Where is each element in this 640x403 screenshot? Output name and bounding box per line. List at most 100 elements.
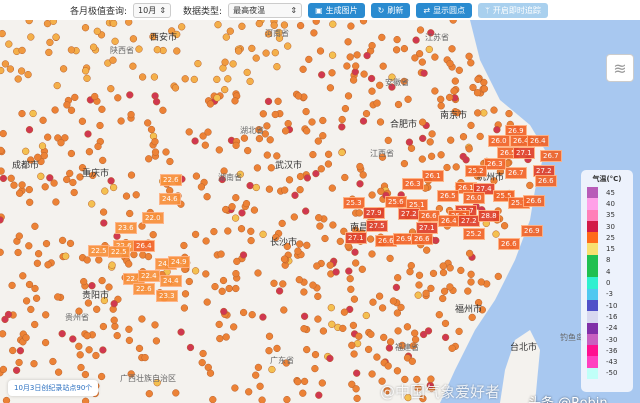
station-dot[interactable]: [46, 38, 54, 47]
station-dot[interactable]: [383, 387, 391, 395]
station-dot[interactable]: [33, 259, 42, 267]
station-dot[interactable]: [315, 391, 323, 399]
station-dot[interactable]: [254, 363, 263, 372]
station-dot[interactable]: [356, 162, 364, 171]
station-dot[interactable]: [299, 65, 307, 73]
station-dot[interactable]: [132, 191, 140, 199]
station-dot[interactable]: [191, 267, 200, 275]
station-dot[interactable]: [217, 250, 225, 258]
station-dot[interactable]: [0, 330, 7, 338]
station-dot[interactable]: [95, 256, 103, 264]
station-dot[interactable]: [418, 58, 426, 66]
station-dot[interactable]: [500, 222, 509, 230]
station-dot[interactable]: [15, 189, 24, 197]
station-dot[interactable]: [231, 97, 239, 105]
station-dot[interactable]: [526, 181, 534, 190]
station-dot[interactable]: [300, 377, 309, 386]
record-label[interactable]: 27.1: [345, 232, 367, 244]
station-dot[interactable]: [415, 50, 424, 58]
station-dot[interactable]: [12, 366, 21, 374]
station-dot[interactable]: [41, 183, 49, 191]
station-dot[interactable]: [252, 183, 260, 192]
station-dot[interactable]: [185, 277, 193, 286]
station-dot[interactable]: [151, 148, 160, 156]
station-dot[interactable]: [210, 227, 218, 236]
station-dot[interactable]: [440, 287, 449, 295]
station-dot[interactable]: [51, 106, 59, 114]
station-dot[interactable]: [462, 156, 470, 164]
station-dot[interactable]: [125, 20, 133, 26]
station-dot[interactable]: [405, 138, 414, 146]
station-dot[interactable]: [393, 309, 402, 317]
station-dot[interactable]: [368, 250, 376, 258]
station-dot[interactable]: [25, 242, 33, 250]
station-dot[interactable]: [69, 335, 77, 343]
record-label[interactable]: 22.4: [138, 270, 160, 282]
station-dot[interactable]: [272, 233, 280, 242]
station-dot[interactable]: [70, 188, 78, 197]
station-dot[interactable]: [478, 306, 486, 314]
station-dot[interactable]: [266, 136, 274, 144]
station-dot[interactable]: [81, 67, 90, 75]
station-dot[interactable]: [192, 172, 201, 180]
station-dot[interactable]: [264, 97, 273, 106]
refresh-button[interactable]: ↻ 刷新: [370, 2, 411, 18]
station-dot[interactable]: [480, 109, 488, 117]
station-dot[interactable]: [97, 372, 106, 381]
station-dot[interactable]: [294, 92, 303, 100]
station-dot[interactable]: [130, 250, 138, 259]
record-label[interactable]: 26.9: [393, 233, 415, 245]
station-dot[interactable]: [240, 134, 249, 142]
station-dot[interactable]: [259, 110, 267, 118]
station-dot[interactable]: [321, 234, 329, 243]
station-dot[interactable]: [221, 85, 229, 94]
station-dot[interactable]: [423, 246, 431, 254]
station-dot[interactable]: [202, 237, 210, 245]
station-dot[interactable]: [412, 36, 420, 44]
station-dot[interactable]: [368, 87, 376, 95]
station-dot[interactable]: [88, 282, 96, 290]
station-dot[interactable]: [389, 297, 398, 305]
station-dot[interactable]: [351, 248, 359, 256]
station-dot[interactable]: [22, 334, 30, 342]
station-dot[interactable]: [464, 287, 472, 295]
station-dot[interactable]: [328, 184, 336, 192]
station-dot[interactable]: [232, 269, 240, 278]
record-label[interactable]: 22.6: [160, 174, 182, 186]
station-dot[interactable]: [144, 119, 152, 127]
station-dot[interactable]: [185, 128, 193, 136]
station-dot[interactable]: [114, 94, 122, 102]
station-dot[interactable]: [215, 320, 223, 329]
station-dot[interactable]: [473, 89, 482, 97]
station-dot[interactable]: [294, 378, 302, 386]
station-dot[interactable]: [362, 109, 371, 118]
station-dot[interactable]: [414, 291, 422, 299]
station-dot[interactable]: [303, 345, 311, 354]
station-dot[interactable]: [328, 320, 336, 328]
station-dot[interactable]: [248, 311, 256, 319]
station-dot[interactable]: [329, 221, 337, 229]
station-dot[interactable]: [465, 249, 474, 258]
station-dot[interactable]: [376, 118, 385, 126]
station-dot[interactable]: [172, 389, 180, 397]
station-dot[interactable]: [278, 219, 286, 228]
station-dot[interactable]: [25, 20, 33, 25]
station-dot[interactable]: [191, 230, 200, 239]
station-dot[interactable]: [494, 272, 502, 281]
station-dot[interactable]: [198, 358, 206, 367]
station-dot[interactable]: [445, 93, 454, 102]
record-label[interactable]: 26.4: [133, 240, 155, 252]
station-dot[interactable]: [42, 311, 50, 319]
station-dot[interactable]: [429, 269, 438, 278]
station-dot[interactable]: [255, 20, 263, 28]
station-dot[interactable]: [22, 297, 31, 305]
station-dot[interactable]: [81, 24, 90, 32]
station-dot[interactable]: [99, 346, 107, 354]
station-dot[interactable]: [145, 390, 153, 398]
station-dot[interactable]: [34, 250, 43, 258]
station-dot[interactable]: [84, 299, 93, 307]
station-dot[interactable]: [480, 85, 489, 93]
record-label[interactable]: 27.9: [363, 207, 385, 219]
station-dot[interactable]: [283, 395, 291, 403]
station-dot[interactable]: [85, 346, 93, 354]
